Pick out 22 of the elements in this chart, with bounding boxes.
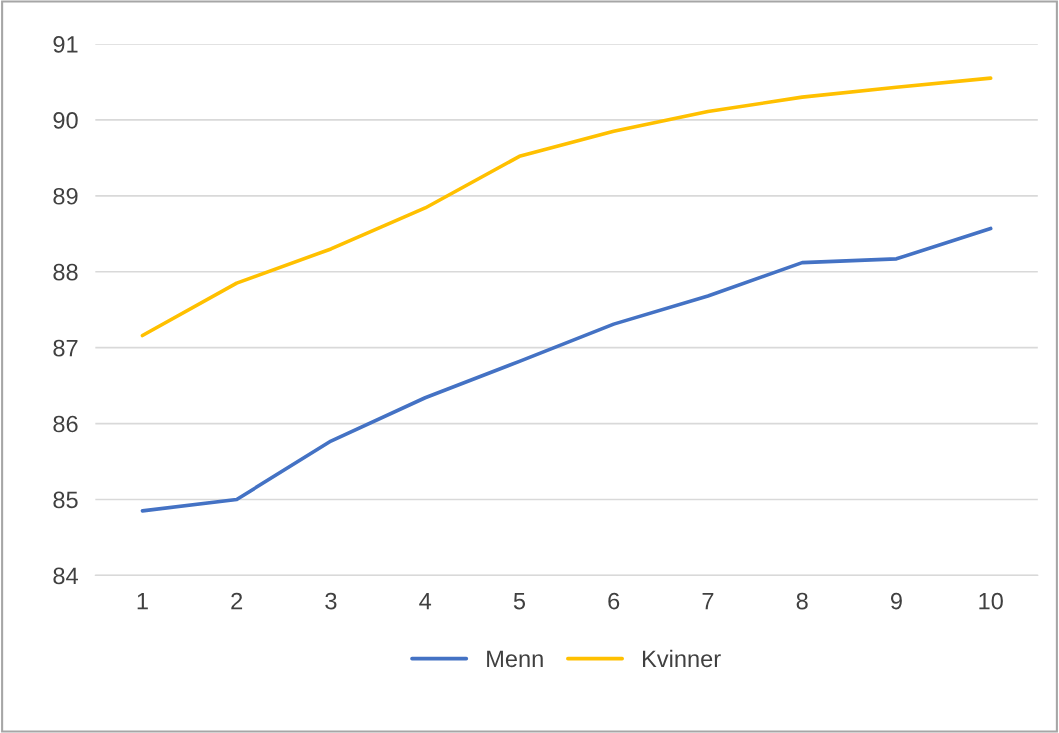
x-tick-label: 4 <box>419 592 432 610</box>
x-tick-label: 3 <box>325 592 337 610</box>
x-tick-label: 5 <box>513 592 526 610</box>
x-tick-label: 2 <box>231 592 243 610</box>
y-tick-label: 90 <box>53 111 78 129</box>
y-tick-label: 86 <box>53 415 78 433</box>
line-series <box>140 76 993 338</box>
line-series <box>140 226 993 513</box>
legend-label: Menn <box>487 650 543 668</box>
x-tick-label: 1 <box>137 592 148 610</box>
x-tick-label: 7 <box>702 592 714 610</box>
y-tick-label: 89 <box>53 187 78 205</box>
x-tick-label: 10 <box>979 592 1003 610</box>
y-tick-label: 85 <box>53 491 78 509</box>
y-tick-label: 88 <box>53 263 78 281</box>
y-tick-label: 84 <box>53 567 78 585</box>
x-tick-label: 9 <box>890 592 902 610</box>
y-tick-label: 91 <box>53 36 78 53</box>
legend-label: Kvinner <box>643 649 721 668</box>
x-tick-label: 6 <box>608 592 620 610</box>
x-tick-label: 8 <box>796 592 808 610</box>
y-tick-label: 87 <box>53 339 78 357</box>
